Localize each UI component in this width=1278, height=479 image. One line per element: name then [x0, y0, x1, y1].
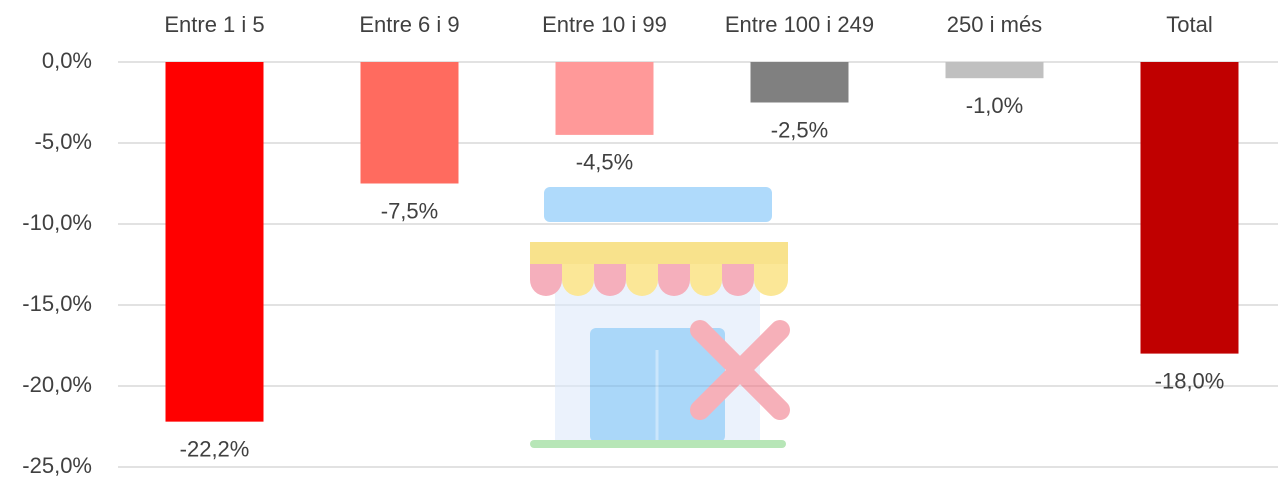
bar — [555, 62, 654, 135]
bar — [945, 62, 1044, 79]
y-tick-label: -10,0% — [22, 210, 92, 235]
category-label: 250 i més — [947, 12, 1042, 37]
value-label: -2,5% — [771, 117, 828, 142]
value-label: -18,0% — [1155, 368, 1225, 393]
category-label: Entre 100 i 249 — [725, 12, 874, 37]
y-tick-label: -25,0% — [22, 453, 92, 478]
category-label: Entre 6 i 9 — [359, 12, 459, 37]
category-label: Entre 1 i 5 — [164, 12, 264, 37]
bar — [1140, 62, 1239, 354]
y-tick-label: -5,0% — [35, 129, 92, 154]
y-tick-label: -20,0% — [22, 372, 92, 397]
y-tick-label: 0,0% — [42, 48, 92, 73]
value-label: -22,2% — [180, 436, 250, 461]
y-tick-label: -15,0% — [22, 291, 92, 316]
value-label: -7,5% — [381, 198, 438, 223]
category-label: Total — [1166, 12, 1212, 37]
grid — [118, 61, 1278, 468]
bar — [165, 62, 264, 422]
shop-icon — [530, 187, 790, 448]
category-label: Entre 10 i 99 — [542, 12, 667, 37]
bar — [360, 62, 459, 184]
bar — [750, 62, 849, 103]
value-label: -4,5% — [576, 150, 633, 175]
value-label: -1,0% — [966, 93, 1023, 118]
